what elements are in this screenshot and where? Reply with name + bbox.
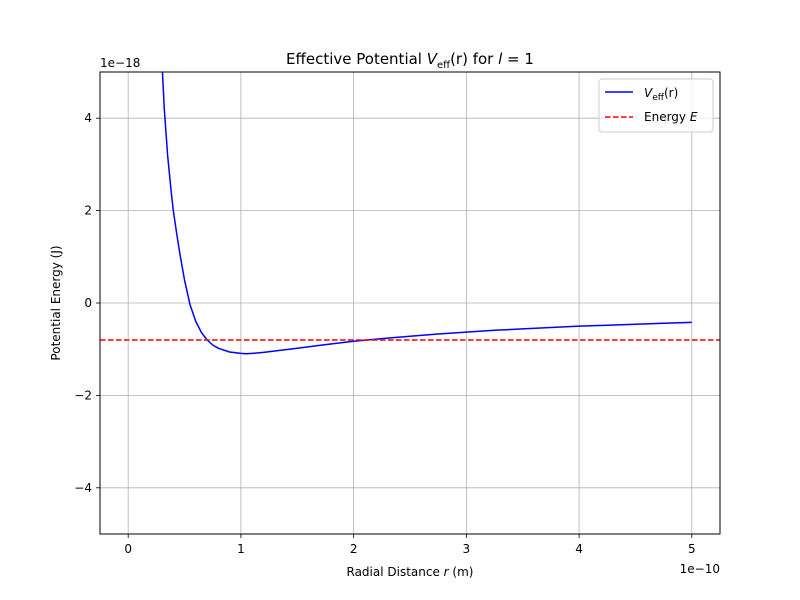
y-axis-label: Potential Energy (J) [49, 245, 63, 360]
x-tick-label: 3 [463, 542, 471, 556]
x-tick-label: 5 [688, 542, 696, 556]
x-tick-label: 2 [350, 542, 358, 556]
x-scale-offset-label: 1e−10 [680, 562, 720, 576]
legend-label-energy: Energy E [644, 110, 698, 124]
x-tick-label: 0 [124, 542, 132, 556]
axis-ticks: 0 1 2 3 4 5 −4 −2 0 2 4 [74, 111, 695, 556]
series-lines [100, 72, 720, 355]
series-line-veff [161, 72, 692, 355]
y-tick-label: 4 [84, 111, 92, 125]
y-tick-label: 2 [84, 204, 92, 218]
x-tick-label: 1 [237, 542, 245, 556]
y-scale-offset-label: 1e−18 [100, 56, 140, 70]
y-tick-label: −4 [74, 481, 92, 495]
x-tick-label: 4 [575, 542, 583, 556]
legend-label-veff: Veff(r) [644, 86, 678, 103]
x-axis-label: Radial Distance r (m) [347, 565, 474, 579]
chart-title: Effective Potential Veff(r) for l = 1 [286, 50, 534, 71]
legend: Veff(r) Energy E [598, 78, 714, 133]
legend-box [598, 78, 714, 133]
y-tick-label: −2 [74, 388, 92, 402]
y-tick-label: 0 [84, 296, 92, 310]
